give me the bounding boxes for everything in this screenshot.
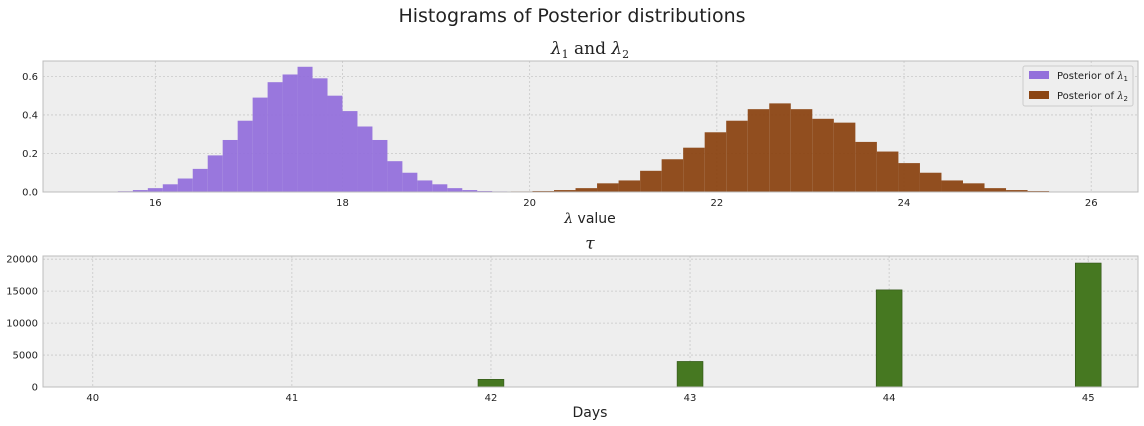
x-tick-label: 22 xyxy=(710,198,723,209)
tau-plot-area xyxy=(43,256,1138,387)
y-tick-label: 0.2 xyxy=(22,149,38,160)
histogram-bar-series-2 xyxy=(683,147,705,192)
histogram-bar-series-2 xyxy=(554,190,576,192)
histogram-bar-series-1 xyxy=(432,184,448,192)
histogram-bar-series-2 xyxy=(597,183,619,192)
histogram-bar-series-1 xyxy=(462,190,478,192)
histogram-bar-series-1 xyxy=(417,180,433,192)
x-tick-label: 43 xyxy=(684,393,697,404)
histogram-bar-series-1 xyxy=(372,139,388,192)
x-tick-label: 16 xyxy=(149,198,162,209)
histogram-bar-series-2 xyxy=(661,159,684,192)
tau-bar xyxy=(676,361,704,388)
histogram-bar-series-2 xyxy=(984,188,1007,192)
histogram-bar-series-2 xyxy=(640,170,662,192)
histogram-bar-series-2 xyxy=(833,122,856,192)
histogram-bar-series-1 xyxy=(297,66,313,192)
x-tick-label: 45 xyxy=(1082,393,1095,404)
legend-swatch-lambda2 xyxy=(1029,91,1049,99)
tau-bar xyxy=(477,379,505,388)
tau-bar xyxy=(875,289,903,388)
histogram-bar-series-1 xyxy=(252,97,268,192)
legend-label-lambda1: Posterior of λ1 xyxy=(1057,71,1128,83)
y-tick-label: 0.4 xyxy=(22,110,38,121)
histogram-bar-series-1 xyxy=(192,168,208,192)
lambda-panel: λ1 and λ2 16 18 20 22 24 26 0.0 0.2 0.4 0.6 λ val… xyxy=(22,39,1139,227)
histogram-bar-series-2 xyxy=(726,120,748,192)
histogram-bar-series-2 xyxy=(876,151,899,192)
histogram-bar-series-1 xyxy=(342,111,358,192)
y-tick-label: 5000 xyxy=(13,351,38,362)
histogram-bar-series-2 xyxy=(898,163,920,192)
y-tick-label: 10000 xyxy=(6,319,38,330)
legend-swatch-lambda1 xyxy=(1029,71,1049,79)
histogram-bar-series-2 xyxy=(1006,190,1028,192)
histogram-bar-series-2 xyxy=(618,180,641,192)
x-tick-label: 20 xyxy=(523,198,536,209)
tau-bar xyxy=(1074,262,1102,388)
tau-panel: τ 40 41 42 43 44 45 0 5000 10000 15000 20000 Days xyxy=(6,234,1139,421)
y-tick-label: 0.0 xyxy=(22,188,38,199)
histogram-bar-series-2 xyxy=(812,118,834,192)
x-tick-label: 24 xyxy=(898,198,911,209)
histogram-bar-series-2 xyxy=(941,180,963,192)
histogram-bar-series-1 xyxy=(387,161,403,192)
histogram-bar-series-1 xyxy=(177,178,193,192)
y-tick-label: 20000 xyxy=(6,255,38,266)
lambda-panel-title: λ1 and λ2 xyxy=(550,39,629,61)
histogram-bar-series-2 xyxy=(747,109,770,192)
histogram-bar-series-2 xyxy=(919,172,942,192)
x-tick-label: 42 xyxy=(485,393,498,404)
histogram-bar-series-1 xyxy=(147,188,163,192)
y-tick-label: 0 xyxy=(32,383,38,394)
x-tick-label: 41 xyxy=(285,393,298,404)
y-tick-label: 15000 xyxy=(6,287,38,298)
lambda-legend: Posterior of λ1 Posterior of λ2 xyxy=(1022,65,1134,107)
histogram-bar-series-1 xyxy=(267,82,283,192)
histogram-bar-series-1 xyxy=(357,126,373,192)
histogram-bar-series-2 xyxy=(790,109,813,192)
histogram-bar-series-1 xyxy=(237,120,253,192)
tau-x-axis-label: Days xyxy=(573,405,608,421)
figure-suptitle: Histograms of Posterior distributions xyxy=(398,5,745,27)
y-tick-label: 0.6 xyxy=(22,72,38,83)
x-tick-label: 40 xyxy=(86,393,99,404)
histogram-bar-series-1 xyxy=(327,95,343,192)
x-tick-label: 26 xyxy=(1085,198,1098,209)
lambda-x-axis-label: λ value xyxy=(563,211,616,227)
x-tick-label: 18 xyxy=(336,198,349,209)
histogram-bar-series-2 xyxy=(962,183,985,192)
histogram-bar-series-1 xyxy=(447,188,463,192)
histogram-bar-series-1 xyxy=(132,190,148,192)
histogram-bar-series-1 xyxy=(162,184,178,192)
histogram-bar-series-2 xyxy=(704,132,727,192)
histogram-bar-series-1 xyxy=(282,74,298,192)
histogram-bar-series-1 xyxy=(222,139,238,192)
x-tick-label: 44 xyxy=(883,393,896,404)
histogram-bar-series-1 xyxy=(207,155,223,192)
histogram-bar-series-2 xyxy=(575,188,598,192)
histogram-bar-series-1 xyxy=(402,172,418,192)
histogram-bar-series-1 xyxy=(312,78,328,192)
tau-panel-title: τ xyxy=(585,234,595,254)
histogram-bar-series-2 xyxy=(769,103,791,192)
legend-label-lambda2: Posterior of λ2 xyxy=(1057,91,1128,103)
histogram-bar-series-2 xyxy=(855,141,877,192)
